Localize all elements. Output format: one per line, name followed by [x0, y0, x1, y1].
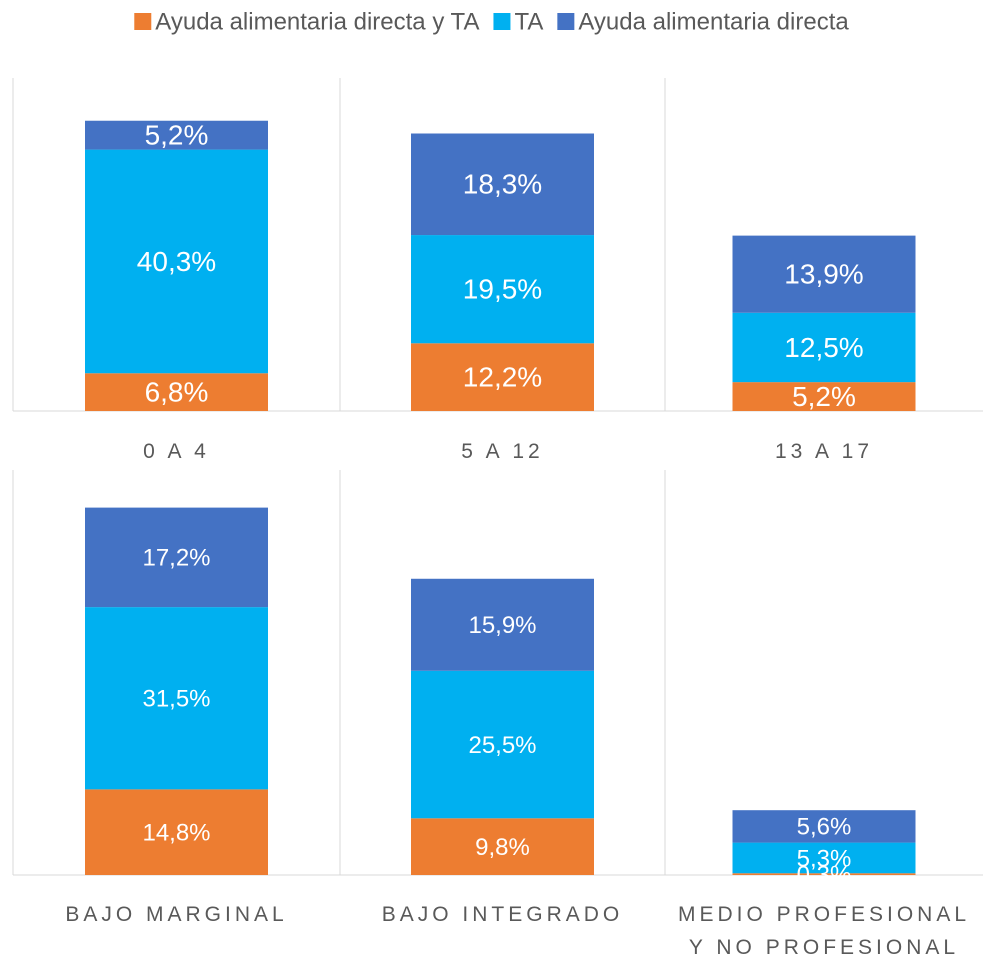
bar-segment — [85, 789, 268, 875]
bar-segment — [85, 120, 268, 150]
value-label: 5,2% — [145, 120, 209, 151]
value-label: 13,9% — [784, 259, 863, 290]
value-label: 14,8% — [142, 820, 210, 847]
bar-segment — [732, 810, 916, 843]
bar-segment — [85, 607, 268, 790]
legend-label: Ayuda alimentaria directa — [578, 8, 849, 35]
x-tick-label: BAJO INTEGRADO — [381, 903, 624, 926]
value-label: 31,5% — [142, 686, 210, 713]
value-label: 19,5% — [463, 274, 542, 305]
bar-segment — [85, 507, 268, 608]
value-label: 12,5% — [784, 332, 863, 363]
bar-segment — [732, 873, 916, 875]
value-label: 40,3% — [137, 246, 216, 277]
bar-segment — [85, 373, 268, 411]
legend-swatch — [557, 13, 575, 30]
bar-segment — [732, 312, 916, 383]
value-label: 5,6% — [797, 814, 852, 841]
legend-label: TA — [514, 8, 543, 35]
legend-label: Ayuda alimentaria directa y TA — [155, 8, 479, 35]
bar-segment — [411, 818, 594, 875]
value-label: 17,2% — [142, 545, 210, 572]
x-tick-label: 0 A 4 — [143, 440, 210, 463]
value-label: 25,5% — [468, 732, 536, 759]
value-label: 18,3% — [463, 169, 542, 200]
value-label: 0,3% — [797, 861, 852, 888]
value-label: 9,8% — [475, 834, 530, 861]
bar-segment — [732, 235, 916, 313]
x-tick-label: BAJO MARGINAL — [65, 903, 288, 926]
bar-segment — [411, 578, 594, 671]
bar-segment — [85, 149, 268, 374]
value-label: 5,3% — [797, 845, 852, 872]
bar-segment — [411, 133, 594, 236]
bar-segment — [411, 670, 594, 819]
x-tick-label: MEDIO PROFESIONAL Y NO PROFESIONAL — [677, 903, 971, 959]
legend-swatch — [493, 13, 511, 30]
value-label: 6,8% — [145, 377, 209, 408]
bar-segment — [732, 842, 916, 874]
x-tick-label: 13 A 17 — [774, 440, 874, 463]
value-label: 15,9% — [468, 612, 536, 639]
bar-segment — [411, 235, 594, 344]
legend-swatch — [134, 13, 152, 30]
bar-segment — [411, 343, 594, 411]
value-label: 12,2% — [463, 362, 542, 393]
bar-segment — [732, 382, 916, 411]
x-tick-label: 5 A 12 — [461, 440, 544, 463]
value-label: 5,2% — [792, 381, 856, 412]
